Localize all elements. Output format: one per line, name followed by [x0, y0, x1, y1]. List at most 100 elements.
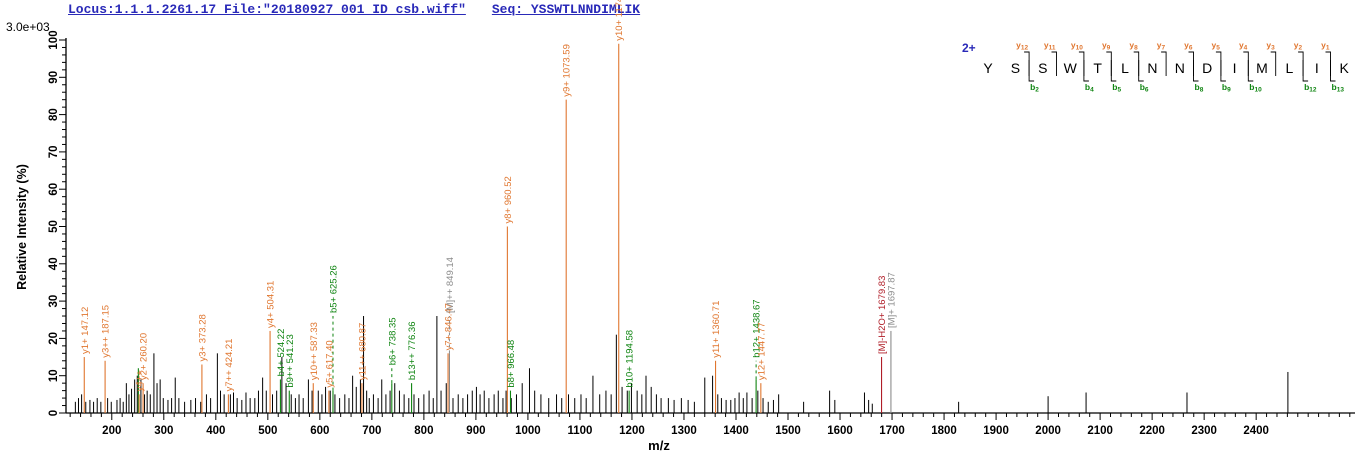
- peak-label: y3++ 187.15: [101, 305, 112, 358]
- peak-label: y8+ 960.52: [503, 176, 514, 223]
- y-tick-label: 0: [48, 410, 60, 416]
- peak-label: y5+ 617.40: [324, 340, 335, 387]
- x-tick-label: 2300: [1191, 425, 1217, 437]
- y-tick-label: 100: [48, 30, 60, 49]
- peak-label: y7++ 424.21: [224, 339, 235, 392]
- b-fragment-mark: [1138, 60, 1144, 82]
- y-fragment-label: y1: [1321, 40, 1330, 52]
- y-tick-label: 70: [48, 146, 60, 159]
- x-tick-label: 1800: [931, 425, 957, 437]
- y-fragment-mark: [1270, 51, 1277, 76]
- x-tick-label: 1500: [775, 425, 801, 437]
- x-tick-label: 500: [258, 425, 277, 437]
- residue-letter: W: [1064, 60, 1078, 76]
- peaks: [74, 316, 1289, 413]
- peak-label: b4+ 524.22: [276, 329, 287, 377]
- residue-letter: L: [1121, 60, 1129, 76]
- y-fragment-label: y10: [1071, 40, 1083, 52]
- residue-letter: L: [1286, 60, 1294, 76]
- x-tick-label: 2200: [1139, 425, 1165, 437]
- y-fragment-mark: [1298, 51, 1304, 76]
- b-fragment-label: b4: [1085, 82, 1094, 94]
- peak-label: y10++ 587.33: [309, 322, 320, 380]
- x-tick-label: 200: [102, 425, 121, 437]
- x-tick-label: 1700: [879, 425, 905, 437]
- x-tick-label: 800: [414, 425, 433, 437]
- b-fragment-label: b9: [1222, 82, 1231, 94]
- residue-letter: I: [1315, 60, 1319, 76]
- locus-file-label: Locus:1.1.1.2261.17 File:"20180927_001_I…: [68, 2, 466, 17]
- y-fragment-mark: [1051, 51, 1057, 76]
- peak-label: y4++: [135, 370, 146, 392]
- b-fragment-mark: [1028, 60, 1035, 82]
- b-fragment-label: b8: [1195, 82, 1204, 94]
- b-fragment-label: b2: [1030, 82, 1039, 94]
- residue-letter: K: [1340, 60, 1350, 76]
- x-tick-label: 1600: [827, 425, 853, 437]
- peak-label: y1+ 147.12: [80, 307, 91, 354]
- y-fragment-mark: [1106, 51, 1112, 76]
- y-fragment-label: y11: [1044, 40, 1056, 52]
- y-fragment-mark: [1243, 51, 1249, 76]
- peak-label: y2+ 260.20: [139, 333, 150, 380]
- residue-letter: N: [1175, 60, 1185, 76]
- b-fragment-mark: [1110, 60, 1117, 82]
- b-fragment-label: b12: [1304, 82, 1317, 94]
- spectrum-header: Locus:1.1.1.2261.17 File:"20180927_001_I…: [68, 2, 640, 17]
- y-fragment-mark: [1325, 51, 1331, 76]
- peak-label: b9++ 541.23: [285, 334, 296, 387]
- y-fragment-label: y2: [1294, 40, 1303, 52]
- y-fragment-label: y6: [1184, 40, 1193, 52]
- peak-label: y11+ 1360.71: [711, 301, 722, 358]
- residue-letter: S: [1011, 60, 1020, 76]
- peak-label: y12+ 1447.77: [756, 322, 767, 380]
- sequence-label: Seq: YSSWTLNNDIMLIK: [491, 2, 641, 17]
- y-fragment-mark: [1161, 51, 1167, 76]
- residue-letter: S: [1038, 60, 1047, 76]
- b-fragment-label: b5: [1112, 82, 1121, 94]
- peak-label: b5+ 625.26: [328, 265, 339, 313]
- residue-letter: I: [1233, 60, 1237, 76]
- b-fragment-mark: [1330, 60, 1336, 82]
- residue-letter: T: [1093, 60, 1102, 76]
- y-tick-label: 90: [48, 71, 60, 84]
- x-tick-label: 2100: [1087, 425, 1113, 437]
- b-fragment-mark: [1247, 60, 1254, 82]
- y-fragment-mark: [1133, 51, 1140, 76]
- y-tick-label: 20: [48, 332, 60, 345]
- peak-labels: y1+ 147.12 y3++ 187.15 y4++y2+ 260.20 y3+ 3…: [80, 0, 897, 413]
- y-axis-title: Relative Intensity (%): [15, 164, 29, 290]
- residue-letter: M: [1256, 60, 1268, 76]
- x-tick-label: 1000: [515, 425, 541, 437]
- x-axis-title: m/z: [648, 438, 670, 453]
- residue-letter: D: [1202, 60, 1212, 76]
- x-tick-label: 1200: [619, 425, 645, 437]
- x-tick-label: 1400: [723, 425, 749, 437]
- intensity-scale-label: 3.0e+03: [6, 20, 50, 34]
- y-fragment-mark: [1215, 51, 1222, 76]
- peak-label: b12+ 1438.67: [752, 299, 763, 357]
- peak-label: b8+ 966.48: [506, 340, 517, 388]
- b-fragment-label: b13: [1332, 82, 1345, 94]
- x-tick-label: 700: [362, 425, 381, 437]
- b-fragment-label: b10: [1249, 82, 1262, 94]
- y-fragment-label: y3: [1266, 40, 1275, 52]
- peak-label: [M]++ 849.14: [445, 257, 456, 313]
- y-fragment-label: y12: [1016, 40, 1028, 52]
- b-fragment-label: b6: [1140, 82, 1149, 94]
- peak-label: [M]+ 1697.87: [886, 272, 897, 328]
- x-tick-label: 300: [154, 425, 173, 437]
- peak-label: y11++ 680.87: [357, 323, 368, 380]
- residue-letter: Y: [983, 60, 993, 76]
- y-fragment-label: y7: [1157, 40, 1166, 52]
- b-fragment-mark: [1302, 60, 1309, 82]
- residue-letter: N: [1147, 60, 1157, 76]
- y-tick-label: 80: [48, 108, 60, 121]
- x-tick-label: 1900: [983, 425, 1009, 437]
- peak-label: y9+ 1073.59: [562, 44, 573, 97]
- x-tick-label: 400: [206, 425, 225, 437]
- y-tick-label: 60: [48, 183, 60, 196]
- y-tick-label: 40: [48, 257, 60, 270]
